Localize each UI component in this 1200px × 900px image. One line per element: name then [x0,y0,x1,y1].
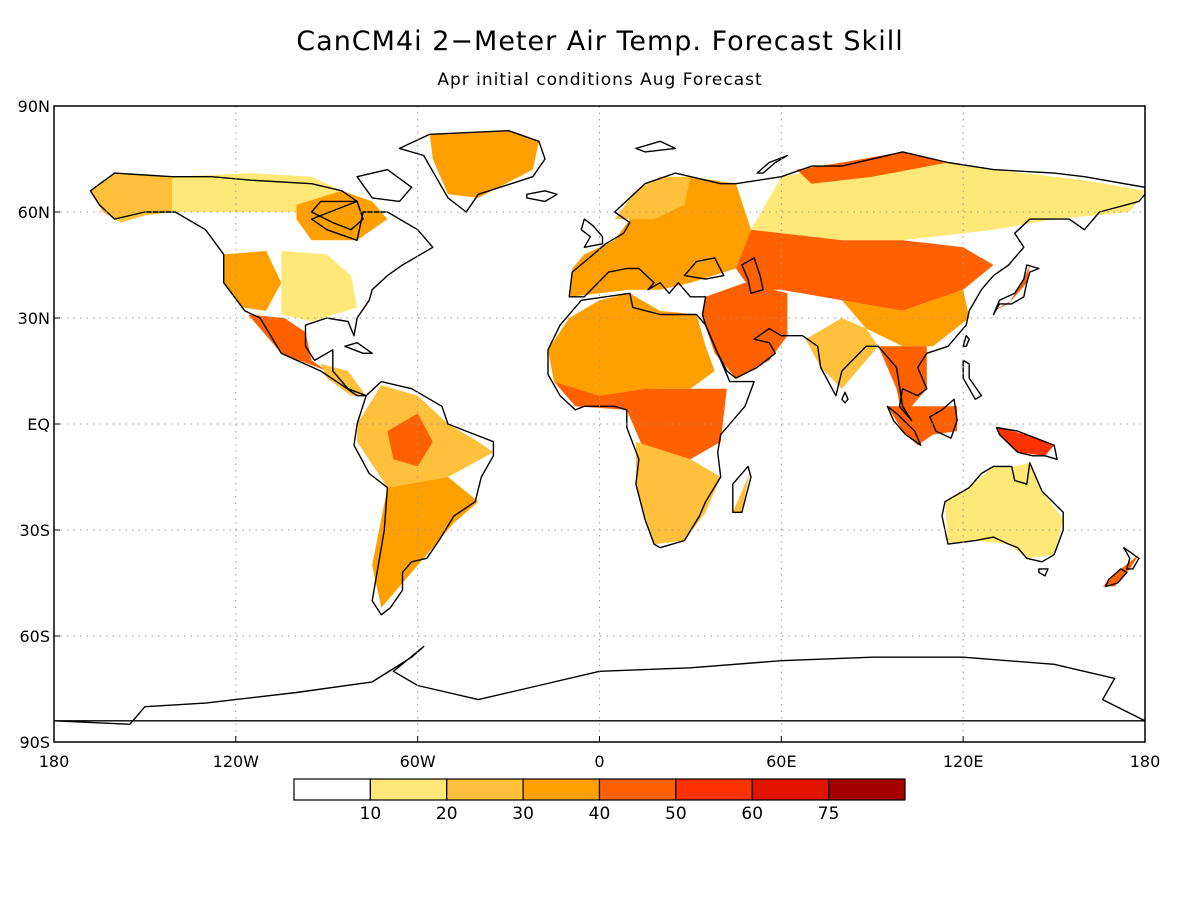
lon-tick-label: 0 [594,752,604,771]
region-amazon-core [387,413,433,467]
region-siberia-north-coast [796,151,948,184]
coastline-iceland [526,190,558,203]
coastline-north-america [89,172,434,397]
region-se-asia [878,346,927,417]
lon-tick-label: 120E [943,752,984,771]
coastline-caspian [741,257,764,294]
coastline-great-britain [580,218,604,249]
region-new-guinea [996,427,1055,456]
region-mexico [248,314,327,371]
colorbar-box [293,778,371,801]
coastline-cuba [344,342,373,354]
region-southern-africa [635,441,721,545]
lat-tick-label: 60N [18,203,50,222]
colorbar-label: 10 [360,804,382,824]
colorbar-box [369,778,448,801]
region-europe [569,176,751,297]
coastline-madagascar [732,465,752,513]
coastline-sri-lanka [841,391,849,404]
region-australia [945,462,1064,559]
lat-tick-label: 90S [19,733,50,752]
lat-tick-label: 90N [18,97,50,116]
region-alaska [90,173,173,223]
region-us-west [223,250,282,311]
lon-tick-label: 60E [766,752,796,771]
coastline-baffin [356,168,413,203]
coastline-sumatra [886,405,922,446]
lat-tick-label: 30S [19,521,50,540]
coastline-south-america [353,380,495,616]
coastline-new-guinea [995,426,1058,460]
coastline-hudson-bay [310,200,364,231]
region-central-africa [554,381,727,460]
coastline-svalbard [635,140,676,153]
colorbar-box [828,778,906,801]
coastline-greenland [398,129,546,213]
colorbar-box [598,778,677,801]
colorbar-box [675,778,753,801]
coastlines [54,129,1145,725]
coastline-black-sea [683,257,725,280]
coastline-new-zealand-south [1104,568,1128,588]
lon-tick-label: 180 [39,752,70,771]
region-us-central [281,250,358,322]
coastline-japan [992,264,1040,316]
colorbar-box [751,778,830,801]
colorbar: 10 20 30 40 50 60 75 [293,778,906,824]
coastline-eurasia [568,151,1145,422]
lon-tick-label: 60W [400,752,436,771]
lon-tick-label: 120W [213,752,260,771]
region-south-america-south [372,477,479,608]
region-borneo-sumatra [887,406,958,446]
lat-tick-label: 30N [18,309,50,328]
coastline-philippines [962,359,983,400]
region-middle-east [702,282,788,379]
coastline-antarctica [54,645,1145,725]
colorbar-label: 30 [512,804,534,824]
region-central-asia [735,229,994,311]
coastline-taiwan [962,335,970,347]
colorbar-label: 60 [741,804,763,824]
lat-tick-label: 60S [19,627,50,646]
coastline-africa [547,292,755,549]
coastline-australia [941,462,1064,563]
skill-regions [90,130,1145,608]
colorbar-label: 20 [436,804,458,824]
lon-tick-label: 180 [1130,752,1161,771]
region-scandinavia [614,176,691,220]
axis-ticks: 180 120W 60W 0 60E 120E 180 90N 60N 30N EQ 30S 60S 90… [18,97,1161,771]
coastline-borneo [929,398,958,439]
colorbar-label: 75 [818,804,840,824]
map-subtitle: Apr initial conditions Aug Forecast [437,70,763,90]
colorbar-label: 40 [589,804,611,824]
coastline-tasmania [1038,568,1049,577]
region-sahara [548,293,715,396]
lat-tick-label: EQ [27,415,50,434]
colorbar-label: 50 [665,804,687,824]
coastline-new-zealand-north [1123,547,1140,570]
region-central-america [320,363,367,396]
colorbar-box [446,778,524,801]
colorbar-box [522,778,601,801]
region-greenland [429,130,539,198]
region-new-zealand [1102,554,1139,587]
region-madagascar [732,466,751,513]
region-india [805,318,879,389]
map-title: CanCM4i 2−Meter Air Temp. Forecast Skill [296,26,904,57]
